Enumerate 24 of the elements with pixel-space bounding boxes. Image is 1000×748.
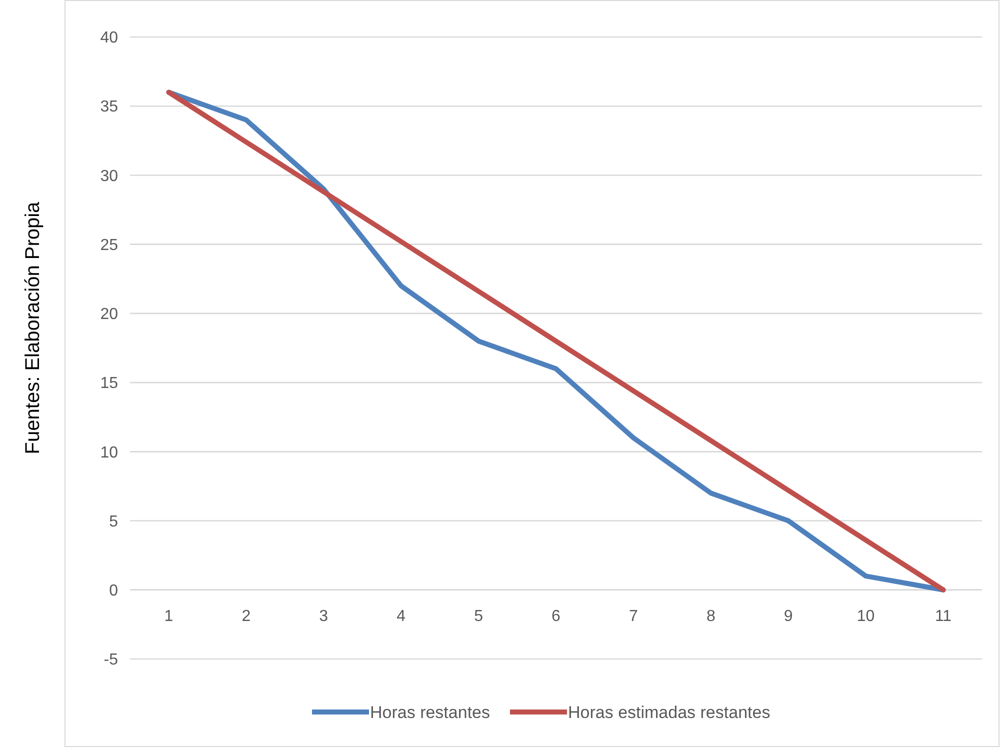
y-tick-label: 40 xyxy=(100,30,118,47)
x-tick-label: 7 xyxy=(629,608,638,625)
y-tick-label: 10 xyxy=(100,444,118,462)
legend-label: Horas restantes xyxy=(370,702,490,722)
y-tick-label: 20 xyxy=(100,306,118,324)
x-tick-label: 11 xyxy=(934,608,952,625)
y-tick-label: 15 xyxy=(100,375,118,392)
x-tick-label: 3 xyxy=(319,608,328,625)
y-tick-label: 25 xyxy=(100,236,118,254)
x-tick-label: 1 xyxy=(164,608,174,625)
y-axis-title: Fuentes: Elaboración Propia xyxy=(22,200,44,454)
y-tick-label: 5 xyxy=(109,513,118,530)
legend-label: Horas estimadas restantes xyxy=(568,702,770,722)
x-tick-label: 9 xyxy=(784,608,793,625)
x-tick-label: 2 xyxy=(242,608,251,625)
y-tick-label: -5 xyxy=(104,652,118,669)
y-tick-label: 35 xyxy=(100,98,118,116)
x-tick-label: 5 xyxy=(474,608,484,625)
y-tick-label: 0 xyxy=(109,582,118,600)
x-tick-label: 8 xyxy=(706,608,716,625)
x-tick-label: 4 xyxy=(396,608,406,625)
x-tick-label: 6 xyxy=(552,608,561,625)
y-tick-label: 30 xyxy=(100,168,118,185)
x-tick-label: 10 xyxy=(856,608,875,625)
